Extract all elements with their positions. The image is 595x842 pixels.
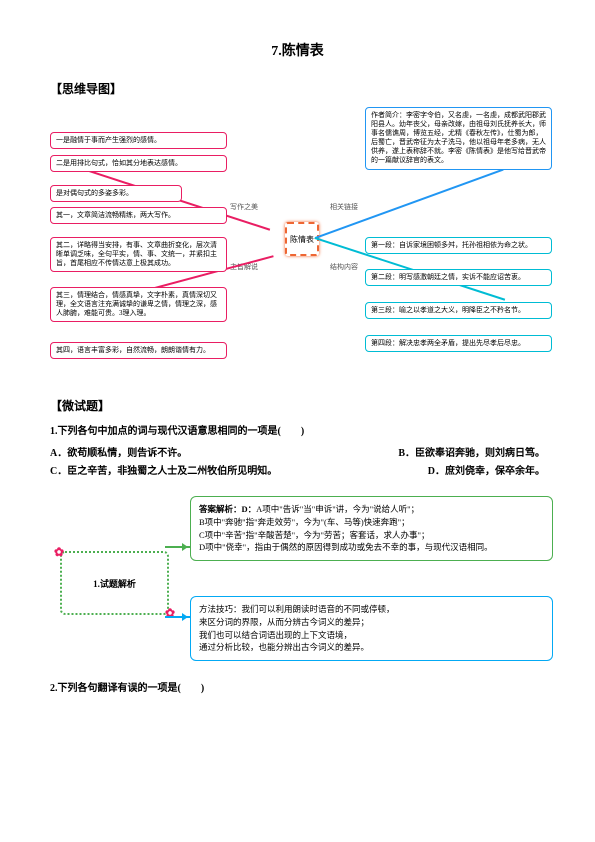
answer-block: 1.试题解析 答案解析：D：A项中"告诉"当"申诉"讲，今为"说给人听"； B项… [50,496,545,671]
right-list-3: 第四段：解决忠孝两全矛盾，提出先尽孝后尽忠。 [365,335,552,352]
analysis-label: 1.试题解析 [60,551,169,615]
mindmap-center: 陈情表 [285,222,319,256]
left-box-4: 其二，详略得当安排，有事、文章曲折变化，层次清晰单调乏味，全句平实，情、事、文统… [50,237,227,272]
q1-optB: B．臣欲奉诏奔驰，则刘病日笃。 [398,445,545,463]
left-box-3: 其一，文章简洁流畅精练，两大写作。 [50,207,227,224]
test-header: 【微试题】 [50,397,545,414]
explain-top-title: 答案解析：D： [199,504,256,514]
right-list-0: 第一段：自诉家境困顿多舛，托孙祖相依为命之状。 [365,237,552,254]
right-top-box: 作者简介：李密字令伯，又名虔，一名虔，成都武阳郡武阳县人。幼年丧父，母亲改嫁，由… [365,107,552,170]
label-right2: 结构内容 [330,262,358,272]
explain-bottom: 方法技巧：我们可以利用朗读时语音的不同或停顿， 来区分词的界限，从而分辨古今词义… [190,596,553,661]
q1-optA: A．欲苟顺私情，则告诉不许。 [50,445,187,463]
arrow-green [182,543,188,551]
label-left1: 写作之美 [230,202,258,212]
q2-stem: 2.下列各句翻译有误的一项是( ) [50,681,545,697]
q1-optC: C．臣之辛苦，非独蜀之人士及二州牧伯所见明知。 [50,463,277,481]
q1-optD: D．庶刘侥幸，保卒余年。 [428,463,545,481]
arrow-blue [182,613,188,621]
test-section: 【微试题】 1.下列各句中加点的词与现代汉语意思相同的一项是( ) A．欲苟顺私… [50,397,545,697]
explain-top: 答案解析：D：A项中"告诉"当"申诉"讲，今为"说给人听"； B项中"奔驰"指"… [190,496,553,561]
page-title: 7.陈情表 [50,40,545,60]
right-list-1: 第二段：明写感激朝廷之情，实诉不能应诏苦衷。 [365,269,552,286]
q1-stem: 1.下列各句中加点的词与现代汉语意思相同的一项是( ) [50,424,545,440]
q1-options: A．欲苟顺私情，则告诉不许。 B．臣欲奉诏奔驰，则刘病日笃。 C．臣之辛苦，非独… [50,445,545,481]
mindmap-header: 【思维导图】 [50,80,545,97]
left-box-2: 是对偶句式的多姿多彩。 [50,185,182,202]
mindmap: 陈情表 写作之美 主旨解说 相关链接 结构内容 一是融情于事而产生强烈的感情。 … [50,107,545,367]
right-list-2: 第三段：喻之以孝道之大义，明降臣之不矜名节。 [365,302,552,319]
left-box-6: 其四，语言丰富多彩，自然流畅，朗朗谐情有力。 [50,342,227,359]
left-box-5: 其三，情理结合，情感真挚，文字朴素，真情深切又理，全文语言注充满诚挚的谦卑之情，… [50,287,227,322]
left-box-0: 一是融情于事而产生强烈的感情。 [50,132,227,149]
left-box-1: 二是用排比句式，恰如其分地表达感情。 [50,155,227,172]
label-right1: 相关链接 [330,202,358,212]
